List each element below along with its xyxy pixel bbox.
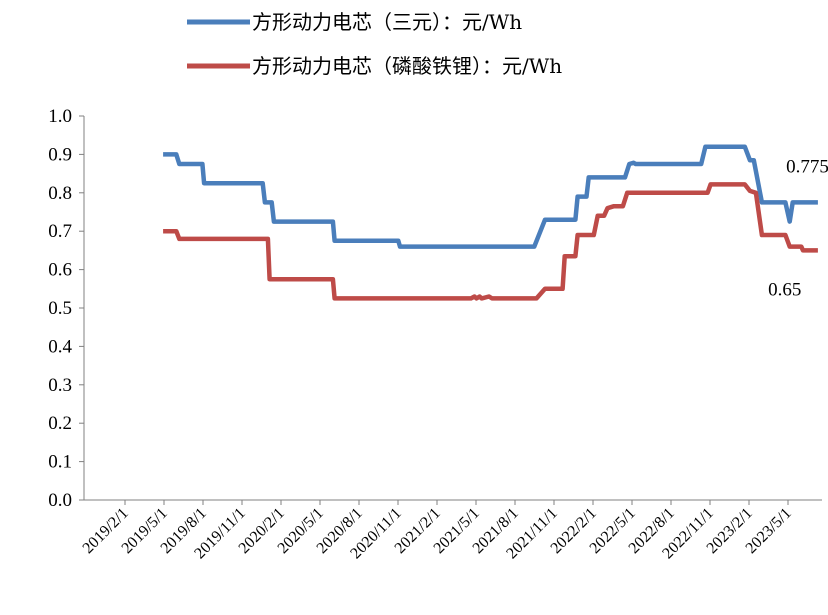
y-tick-label: 0.8 bbox=[48, 183, 72, 204]
y-tick-label: 0.0 bbox=[48, 490, 72, 511]
data-label-0: 0.775 bbox=[786, 156, 828, 177]
legend-item-series-1: 方形动力电芯（磷酸铁锂）：元/Wh bbox=[187, 54, 562, 78]
legend-item-series-0: 方形动力电芯（三元）：元/Wh bbox=[187, 10, 522, 34]
series-line-0 bbox=[163, 144, 818, 249]
y-tick-label: 0.1 bbox=[48, 452, 72, 473]
y-tick-label: 0.7 bbox=[48, 221, 72, 242]
y-tick-label: 0.4 bbox=[48, 336, 72, 357]
plot-lines bbox=[163, 144, 818, 301]
annotations: 0.775 0.65 bbox=[768, 156, 828, 300]
y-tick-label: 0.5 bbox=[48, 298, 72, 319]
data-label-1: 0.65 bbox=[768, 279, 801, 300]
legend: 方形动力电芯（三元）：元/Wh 方形动力电芯（磷酸铁锂）：元/Wh bbox=[187, 10, 562, 78]
y-tick-label: 0.9 bbox=[48, 144, 72, 165]
legend-label-series-0: 方形动力电芯（三元）：元/Wh bbox=[252, 10, 522, 34]
y-tick-label: 0.6 bbox=[48, 260, 72, 281]
series-line-1 bbox=[163, 182, 818, 301]
legend-label-series-1: 方形动力电芯（磷酸铁锂）：元/Wh bbox=[252, 54, 562, 78]
axes: 0.00.10.20.30.40.50.60.70.80.91.02019/2/… bbox=[48, 106, 822, 562]
y-tick-label: 1.0 bbox=[48, 106, 72, 127]
y-tick-label: 0.3 bbox=[48, 375, 72, 396]
y-tick-label: 0.2 bbox=[48, 413, 72, 434]
